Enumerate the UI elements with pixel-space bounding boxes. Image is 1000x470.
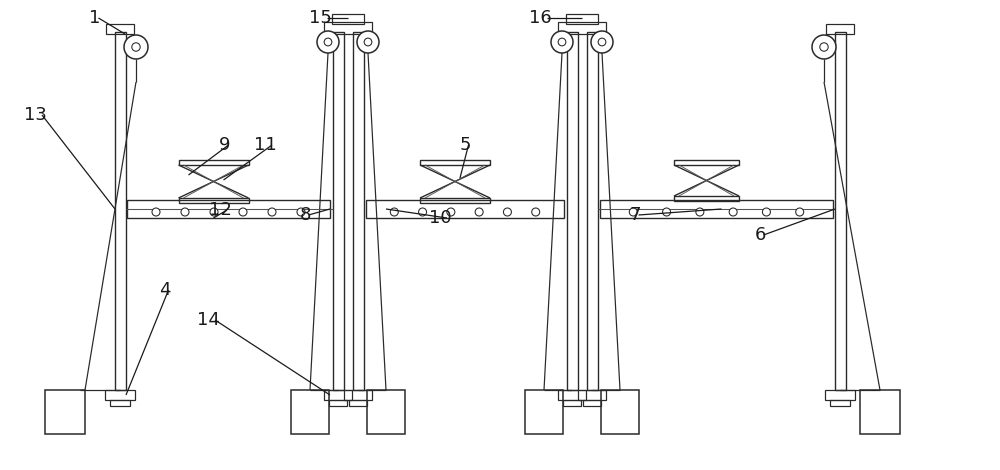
Bar	[291, 390, 329, 434]
Text: 6: 6	[754, 226, 766, 244]
Circle shape	[696, 208, 704, 216]
Bar	[420, 198, 490, 203]
Circle shape	[551, 31, 573, 53]
Bar	[420, 160, 490, 165]
Text: 4: 4	[159, 281, 171, 299]
Bar	[558, 390, 586, 400]
Text: 5: 5	[459, 136, 471, 154]
Text: 16: 16	[529, 9, 551, 27]
Circle shape	[132, 43, 140, 51]
Bar	[558, 22, 606, 34]
Bar	[566, 32, 578, 390]
Bar	[45, 390, 85, 434]
Bar	[566, 14, 598, 24]
Bar	[324, 22, 372, 34]
Bar	[367, 390, 405, 434]
Bar	[674, 196, 739, 201]
Circle shape	[558, 38, 566, 46]
Circle shape	[447, 208, 455, 216]
Bar	[179, 198, 249, 203]
Bar	[344, 390, 372, 400]
Circle shape	[820, 43, 828, 51]
Bar	[329, 400, 347, 406]
Bar	[179, 160, 249, 165]
Circle shape	[297, 208, 305, 216]
Bar	[353, 32, 364, 390]
Bar	[860, 390, 900, 434]
Bar	[105, 390, 135, 400]
Circle shape	[268, 208, 276, 216]
Bar	[825, 390, 855, 400]
Text: 8: 8	[299, 206, 311, 224]
Bar	[106, 24, 134, 34]
Circle shape	[364, 38, 372, 46]
Circle shape	[729, 208, 737, 216]
Bar	[349, 400, 367, 406]
Text: 9: 9	[219, 136, 231, 154]
Bar	[834, 32, 846, 390]
Circle shape	[503, 208, 511, 216]
Circle shape	[324, 38, 332, 46]
Bar	[826, 24, 854, 34]
Circle shape	[210, 208, 218, 216]
Circle shape	[152, 208, 160, 216]
Bar	[525, 390, 563, 434]
Bar	[563, 400, 581, 406]
Circle shape	[390, 208, 398, 216]
Circle shape	[357, 31, 379, 53]
Bar	[324, 390, 352, 400]
Bar	[115, 32, 126, 390]
Bar	[333, 32, 344, 390]
Circle shape	[532, 208, 540, 216]
Circle shape	[317, 31, 339, 53]
Circle shape	[181, 208, 189, 216]
Text: 7: 7	[629, 206, 641, 224]
Circle shape	[239, 208, 247, 216]
Circle shape	[762, 208, 770, 216]
Text: 15: 15	[309, 9, 331, 27]
Circle shape	[796, 208, 804, 216]
Text: 14: 14	[197, 311, 219, 329]
Circle shape	[124, 35, 148, 59]
Bar	[674, 160, 739, 165]
Bar	[110, 400, 130, 406]
Circle shape	[663, 208, 671, 216]
Bar	[601, 390, 639, 434]
Bar	[332, 14, 364, 24]
Circle shape	[812, 35, 836, 59]
Circle shape	[475, 208, 483, 216]
Text: 10: 10	[429, 209, 451, 227]
Bar	[583, 400, 601, 406]
Bar	[586, 32, 598, 390]
Text: 11: 11	[254, 136, 276, 154]
Text: 12: 12	[209, 201, 231, 219]
Bar	[366, 200, 564, 218]
Circle shape	[419, 208, 427, 216]
Bar	[830, 400, 850, 406]
Bar	[578, 390, 606, 400]
Bar	[600, 200, 833, 218]
Circle shape	[591, 31, 613, 53]
Text: 13: 13	[24, 106, 46, 124]
Bar	[127, 200, 330, 218]
Circle shape	[629, 208, 637, 216]
Text: 1: 1	[89, 9, 101, 27]
Circle shape	[598, 38, 606, 46]
